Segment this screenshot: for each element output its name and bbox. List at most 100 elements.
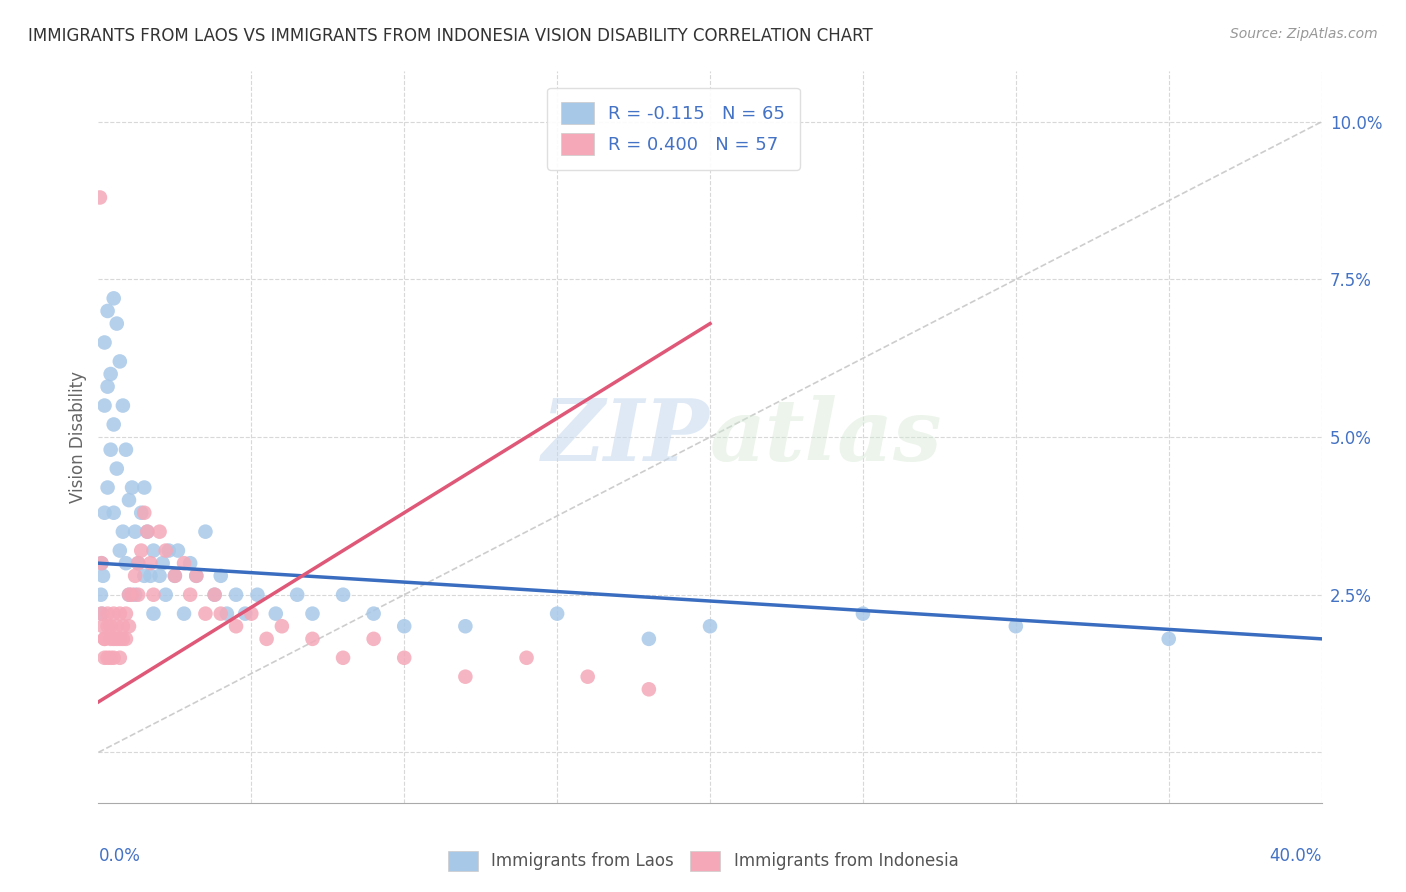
Point (100, 619, 122, 633)
Text: atlas: atlas (710, 395, 942, 479)
Point (332, 588, 354, 602)
Point (105, 619, 128, 633)
Point (285, 588, 308, 602)
Point (392, 619, 416, 633)
Point (194, 524, 217, 539)
Point (108, 354, 131, 368)
Point (90, 556, 112, 570)
Text: IMMIGRANTS FROM LAOS VS IMMIGRANTS FROM INDONESIA VISION DISABILITY CORRELATION : IMMIGRANTS FROM LAOS VS IMMIGRANTS FROM … (28, 27, 873, 45)
Point (152, 556, 174, 570)
Point (363, 607, 385, 621)
Point (93, 632, 115, 646)
Point (270, 619, 292, 633)
Point (454, 670, 477, 684)
Point (93, 632, 115, 646)
Text: 0.0%: 0.0% (98, 847, 141, 864)
Point (103, 291, 125, 305)
Point (264, 607, 287, 621)
Point (155, 588, 177, 602)
Point (93, 506, 115, 520)
Point (97, 379, 120, 393)
Point (97, 304, 120, 318)
Point (209, 607, 232, 621)
Point (139, 569, 162, 583)
Point (90, 588, 112, 602)
Point (121, 481, 143, 495)
Point (233, 607, 256, 621)
Point (124, 569, 146, 583)
Point (100, 632, 122, 646)
Point (108, 632, 131, 646)
Point (93, 650, 115, 665)
Point (186, 569, 208, 583)
Point (129, 543, 152, 558)
Point (90, 556, 112, 570)
Point (209, 569, 232, 583)
Point (100, 442, 122, 457)
Point (546, 607, 568, 621)
Point (111, 399, 134, 413)
Point (93, 335, 115, 350)
Point (97, 481, 120, 495)
Point (134, 569, 156, 583)
Point (204, 588, 226, 602)
Point (97, 619, 120, 633)
Point (576, 670, 599, 684)
Point (256, 632, 278, 646)
Point (637, 632, 661, 646)
Point (215, 607, 238, 621)
Point (127, 556, 149, 570)
Point (134, 506, 156, 520)
Point (105, 461, 128, 475)
Text: 40.0%: 40.0% (1270, 847, 1322, 864)
Point (363, 632, 385, 646)
Point (155, 543, 177, 558)
Legend: Immigrants from Laos, Immigrants from Indonesia: Immigrants from Laos, Immigrants from In… (439, 842, 967, 880)
Point (124, 524, 146, 539)
Point (103, 417, 125, 432)
Point (167, 543, 190, 558)
Point (163, 569, 186, 583)
Point (127, 588, 149, 602)
Point (105, 632, 128, 646)
Point (157, 543, 180, 558)
Point (142, 543, 165, 558)
Point (301, 607, 323, 621)
Y-axis label: Vision Disability: Vision Disability (69, 371, 87, 503)
Point (246, 588, 269, 602)
Point (163, 569, 186, 583)
Point (1157, 632, 1180, 646)
Point (118, 619, 141, 633)
Point (136, 524, 159, 539)
Point (91, 607, 114, 621)
Point (115, 632, 138, 646)
Point (91, 619, 114, 633)
Point (454, 619, 477, 633)
Point (118, 588, 141, 602)
Point (103, 632, 125, 646)
Point (118, 588, 141, 602)
Point (108, 543, 131, 558)
Point (134, 481, 156, 495)
Point (108, 607, 131, 621)
Point (103, 607, 125, 621)
Point (240, 607, 263, 621)
Point (194, 607, 217, 621)
Point (121, 588, 143, 602)
Point (100, 650, 122, 665)
Point (97, 650, 120, 665)
Point (179, 588, 201, 602)
Point (142, 588, 165, 602)
Point (173, 556, 195, 570)
Point (89, 190, 111, 204)
Point (142, 607, 165, 621)
Point (139, 556, 162, 570)
Point (127, 556, 149, 570)
Point (699, 619, 721, 633)
Point (103, 650, 125, 665)
Point (129, 506, 152, 520)
Legend: R = -0.115   N = 65, R = 0.400   N = 57: R = -0.115 N = 65, R = 0.400 N = 57 (547, 87, 800, 169)
Point (91, 569, 114, 583)
Point (637, 682, 661, 697)
Point (111, 619, 134, 633)
